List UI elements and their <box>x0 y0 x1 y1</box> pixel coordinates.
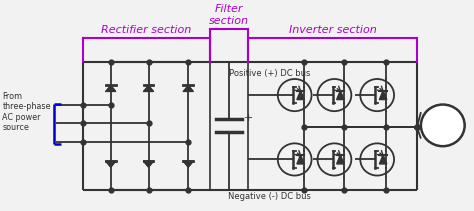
Polygon shape <box>106 85 116 91</box>
Text: +: + <box>244 113 253 123</box>
Text: AC
motor: AC motor <box>427 115 458 136</box>
Circle shape <box>421 104 465 146</box>
Polygon shape <box>297 155 304 164</box>
Polygon shape <box>337 155 344 164</box>
Polygon shape <box>337 91 344 100</box>
Polygon shape <box>297 91 304 100</box>
Polygon shape <box>183 85 193 91</box>
Polygon shape <box>106 161 116 167</box>
Text: Negative (-) DC bus: Negative (-) DC bus <box>228 192 311 201</box>
Text: Filter
section: Filter section <box>209 4 249 26</box>
Text: Positive (+) DC bus: Positive (+) DC bus <box>229 69 310 78</box>
Polygon shape <box>183 161 193 167</box>
Text: Inverter section: Inverter section <box>289 26 376 35</box>
Text: Rectifier section: Rectifier section <box>101 26 191 35</box>
Polygon shape <box>144 85 154 91</box>
Text: From
three-phase
AC power
source: From three-phase AC power source <box>2 92 51 132</box>
Polygon shape <box>379 155 387 164</box>
Polygon shape <box>144 161 154 167</box>
Polygon shape <box>379 91 387 100</box>
